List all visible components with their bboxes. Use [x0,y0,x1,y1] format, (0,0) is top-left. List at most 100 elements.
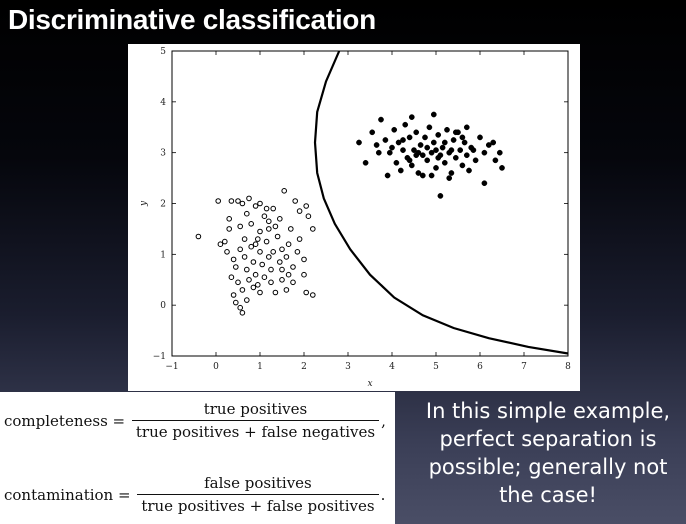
open-data-point [226,216,232,222]
x-tick-label: 4 [389,362,395,372]
open-data-point [272,223,279,230]
filled-data-point [461,139,468,146]
filled-data-point [395,139,402,146]
filled-data-point [424,144,431,151]
x-tick-label: 7 [521,362,527,372]
open-data-point [244,266,250,273]
filled-data-point [411,147,417,153]
open-data-point [303,289,309,296]
open-data-point [266,218,272,225]
open-data-point [301,271,307,278]
open-data-point [310,292,316,298]
filled-data-point [439,144,446,151]
open-data-point [261,274,268,280]
y-tick-label: −1 [153,352,166,362]
filled-data-point [492,157,499,164]
open-data-point [235,279,241,286]
open-data-point [272,289,279,296]
y-axis-label: y [139,200,149,207]
filled-data-point [419,172,426,179]
open-data-point [281,188,287,194]
filled-data-point [428,149,435,156]
filled-data-point [406,157,413,164]
open-data-point [215,198,221,204]
open-data-point [252,271,259,278]
filled-data-point [419,152,426,159]
open-data-point [244,297,250,303]
open-data-point [285,271,292,278]
x-tick-label: 6 [477,362,483,372]
filled-data-point [362,159,369,166]
open-data-point [246,195,252,202]
filled-data-point [481,180,488,187]
open-data-point [248,243,254,250]
filled-data-point [375,149,382,156]
y-tick-label: 0 [160,301,166,311]
filled-data-point [470,147,477,153]
open-data-point [244,210,250,217]
filled-data-point [477,134,483,141]
filled-data-point [413,129,420,136]
x-tick-label: 2 [301,362,307,372]
open-data-point [257,200,263,207]
open-data-point [274,233,281,240]
open-data-point [255,236,261,242]
filled-data-point [499,165,505,171]
chart-svg: −1 0 1 2 3 4 5 6 7 8 −1 0 1 2 3 4 5 x y [139,47,571,389]
open-data-point [257,289,263,296]
open-data-point [195,233,202,240]
open-data-point [235,198,241,204]
open-data-point [283,254,290,260]
filled-data-point [384,172,391,179]
open-data-point [230,292,237,298]
filled-data-point [424,157,431,164]
open-data-point [224,249,230,255]
open-data-point [239,310,246,316]
side-note: In this simple example, perfect separati… [425,399,671,507]
open-data-point [263,238,270,245]
open-data-point [283,287,290,293]
open-data-point [288,226,294,232]
x-tick-label: −1 [165,362,178,372]
open-data-point [268,279,274,286]
x-tick-label: 3 [345,362,351,372]
filled-data-point [459,162,466,169]
filled-data-point [448,147,455,153]
filled-data-point [459,134,466,141]
filled-data-point [430,111,437,118]
open-data-point [292,198,298,204]
contamination-numerator: false positives [204,474,312,492]
scatter-chart: −1 0 1 2 3 4 5 6 7 8 −1 0 1 2 3 4 5 x y [128,44,580,391]
open-data-point [252,241,259,247]
open-data-point [277,216,283,222]
filled-data-point [452,129,459,136]
open-data-point [279,277,285,283]
open-data-point [241,254,248,260]
open-data-point [266,226,272,232]
open-data-point [259,261,265,268]
filled-data-point [378,116,384,123]
open-data-point [233,264,239,270]
contamination-denominator: true positives + false positives [137,494,379,515]
y-tick-label: 5 [160,47,166,57]
open-data-point [268,266,274,273]
y-tick-label: 3 [160,149,166,159]
filled-data-point [441,139,448,146]
completeness-fraction: true positives true positives + false ne… [131,400,380,441]
filled-data-point [450,137,457,143]
filled-data-point [397,167,404,174]
open-data-point [296,208,303,214]
open-data-point [222,238,228,245]
open-data-point [217,241,224,247]
open-data-point [237,223,243,230]
open-data-point [279,266,285,273]
filled-data-point [437,193,444,199]
filled-data-point [393,159,400,166]
completeness-lhs: completeness = [4,411,130,430]
completeness-denominator: true positives + false negatives [131,420,380,441]
filled-data-point [441,159,448,166]
x-tick-label: 5 [433,362,439,372]
open-data-point [263,205,270,212]
filled-data-point [435,154,442,161]
filled-data-point [400,137,406,143]
